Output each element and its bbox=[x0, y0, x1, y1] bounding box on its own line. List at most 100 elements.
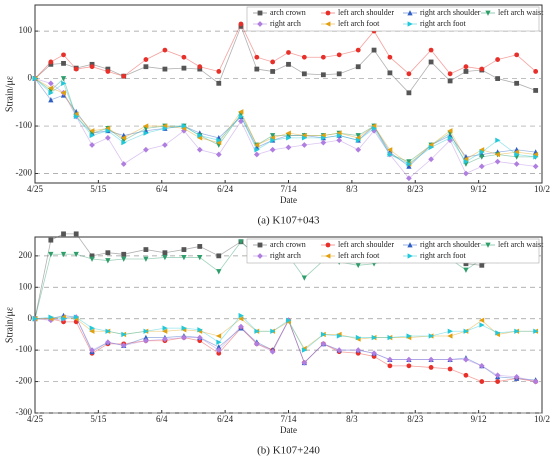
data-point bbox=[495, 330, 501, 336]
y-tick-label: -200 bbox=[16, 168, 33, 178]
data-point bbox=[371, 47, 377, 53]
data-point bbox=[479, 66, 485, 72]
data-point bbox=[197, 132, 203, 139]
data-point bbox=[48, 59, 54, 65]
data-point bbox=[32, 316, 38, 322]
data-point bbox=[162, 328, 168, 334]
legend-label: right arch foot bbox=[420, 19, 467, 28]
data-point bbox=[320, 135, 327, 141]
data-point bbox=[428, 142, 434, 148]
data-point bbox=[270, 328, 276, 334]
data-point bbox=[355, 64, 361, 70]
data-point bbox=[513, 373, 520, 380]
data-point bbox=[238, 109, 244, 115]
data-point bbox=[215, 140, 222, 146]
data-point bbox=[532, 151, 539, 158]
data-point bbox=[48, 97, 54, 103]
data-point bbox=[89, 328, 95, 334]
data-point bbox=[301, 71, 307, 77]
data-point bbox=[336, 347, 343, 354]
data-point bbox=[216, 69, 222, 74]
data-point bbox=[73, 113, 80, 120]
data-point bbox=[447, 356, 453, 363]
data-point bbox=[533, 154, 539, 160]
data-point bbox=[143, 337, 149, 344]
data-point bbox=[181, 127, 187, 134]
data-point bbox=[355, 47, 361, 53]
data-point bbox=[162, 125, 168, 132]
data-point bbox=[406, 159, 412, 165]
data-point bbox=[121, 73, 127, 79]
data-point bbox=[285, 130, 291, 136]
x-tick-label: 6/24 bbox=[217, 184, 234, 194]
data-point bbox=[494, 158, 501, 165]
series-line bbox=[35, 318, 536, 382]
data-point bbox=[238, 312, 244, 319]
data-point bbox=[143, 328, 149, 334]
data-point bbox=[73, 314, 80, 320]
data-point bbox=[428, 333, 434, 339]
data-point bbox=[479, 154, 485, 160]
data-point bbox=[216, 80, 222, 86]
data-point bbox=[514, 80, 520, 86]
legend-label: left arch waist bbox=[498, 8, 544, 17]
legend-label: left arch foot bbox=[338, 19, 380, 28]
data-point bbox=[254, 66, 260, 72]
legend-marker bbox=[325, 242, 331, 248]
data-point bbox=[336, 137, 343, 144]
legend-label: right arch bbox=[270, 251, 301, 260]
data-point bbox=[513, 149, 520, 155]
data-point bbox=[216, 350, 222, 356]
data-point bbox=[463, 356, 469, 363]
data-point bbox=[73, 251, 79, 258]
legend-marker bbox=[407, 253, 413, 259]
legend-label: right arch shoulder bbox=[420, 8, 481, 17]
data-point bbox=[301, 54, 307, 60]
data-point bbox=[143, 146, 149, 153]
legend-marker bbox=[407, 21, 413, 27]
data-point bbox=[215, 151, 222, 158]
data-point bbox=[336, 130, 342, 136]
data-point bbox=[478, 317, 485, 323]
data-point bbox=[355, 262, 361, 269]
caption: (a) K107+043 bbox=[257, 215, 320, 227]
data-point bbox=[371, 127, 377, 134]
data-point bbox=[73, 231, 79, 237]
data-point bbox=[495, 57, 501, 62]
y-tick-label: -300 bbox=[16, 407, 33, 417]
data-point bbox=[105, 339, 111, 346]
data-point bbox=[371, 125, 377, 132]
data-point bbox=[406, 175, 412, 182]
data-point bbox=[355, 347, 362, 354]
series-line bbox=[34, 23, 536, 79]
data-point bbox=[428, 47, 434, 53]
data-point bbox=[61, 80, 67, 86]
data-point bbox=[73, 66, 79, 72]
data-point bbox=[463, 261, 469, 267]
data-point bbox=[61, 52, 66, 58]
data-point bbox=[371, 123, 377, 129]
x-tick-label: 5/15 bbox=[90, 414, 107, 424]
data-point bbox=[89, 256, 95, 262]
data-point bbox=[143, 123, 149, 129]
data-point bbox=[216, 344, 222, 350]
data-point bbox=[336, 52, 342, 58]
series-line bbox=[34, 78, 536, 179]
data-point bbox=[320, 72, 326, 78]
data-point bbox=[60, 90, 66, 96]
y-axis-label: Strain/με bbox=[4, 76, 15, 112]
data-point bbox=[270, 69, 276, 74]
data-point bbox=[336, 333, 343, 339]
data-point bbox=[162, 255, 168, 261]
data-point bbox=[238, 316, 244, 322]
data-point bbox=[32, 75, 38, 82]
data-point bbox=[181, 125, 187, 132]
x-tick-label: 9/12 bbox=[471, 414, 487, 424]
data-point bbox=[320, 139, 327, 146]
data-point bbox=[162, 250, 168, 256]
legend-marker bbox=[325, 10, 331, 16]
data-point bbox=[216, 253, 222, 259]
data-point bbox=[197, 64, 203, 70]
data-point bbox=[105, 69, 111, 74]
